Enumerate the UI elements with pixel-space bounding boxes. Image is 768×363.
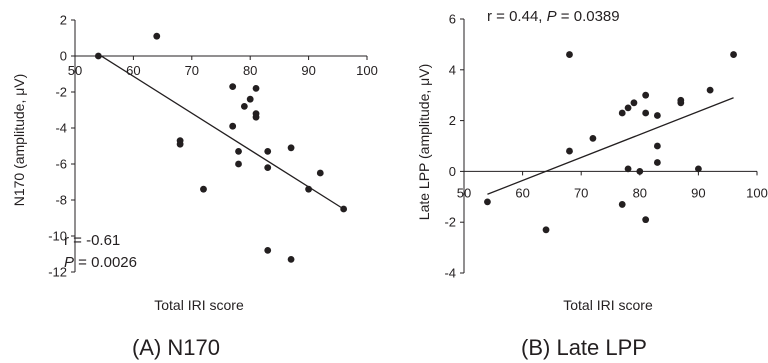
x-axis-label-a: Total IRI score bbox=[154, 297, 244, 313]
y-axis-label-a: N170 (amplitude, μV) bbox=[11, 74, 27, 207]
data-point bbox=[677, 96, 685, 104]
data-point bbox=[653, 142, 661, 150]
data-point bbox=[589, 134, 597, 142]
data-point bbox=[235, 148, 242, 155]
x-tick-label: 80 bbox=[243, 63, 257, 78]
data-point bbox=[252, 85, 260, 92]
data-point bbox=[340, 205, 348, 213]
caption-b: (B) Late LPP bbox=[521, 335, 647, 360]
data-point bbox=[642, 109, 650, 117]
data-point bbox=[264, 148, 272, 155]
y-tick-label: -4 bbox=[444, 266, 456, 281]
x-tick-label: 70 bbox=[185, 63, 199, 78]
data-point bbox=[630, 99, 638, 107]
data-point bbox=[287, 144, 295, 152]
y-tick-label: -12 bbox=[48, 265, 67, 280]
data-point bbox=[153, 32, 161, 40]
data-point bbox=[642, 91, 650, 99]
data-point bbox=[264, 164, 272, 172]
x-tick-label: 90 bbox=[691, 185, 705, 200]
data-point bbox=[695, 165, 702, 173]
data-point bbox=[653, 112, 661, 119]
x-tick-label: 100 bbox=[746, 185, 768, 200]
x-tick-label: 50 bbox=[457, 185, 471, 200]
x-tick-label: 90 bbox=[301, 63, 315, 78]
caption-a: (A) N170 bbox=[132, 335, 220, 360]
stat-r-b: r = 0.44, bbox=[487, 8, 547, 25]
y-tick-label: -2 bbox=[444, 215, 456, 230]
data-point bbox=[94, 52, 102, 60]
data-point bbox=[264, 247, 272, 254]
data-point bbox=[624, 165, 632, 173]
stat-p-label-b: P bbox=[547, 8, 557, 25]
trendline bbox=[98, 53, 344, 210]
x-tick-label: 50 bbox=[68, 63, 82, 78]
y-tick-label: -4 bbox=[55, 121, 67, 136]
trendline bbox=[487, 97, 734, 195]
stat-b: r = 0.44, P = 0.0389 bbox=[487, 8, 620, 25]
y-tick-label: -6 bbox=[55, 157, 67, 172]
x-tick-label: 100 bbox=[356, 63, 378, 78]
y-tick-label: -2 bbox=[55, 85, 67, 100]
y-tick-label: -10 bbox=[48, 229, 67, 244]
x-axis-label-b: Total IRI score bbox=[563, 297, 653, 313]
data-point bbox=[246, 95, 254, 103]
data-point bbox=[566, 51, 573, 58]
data-point bbox=[624, 104, 632, 112]
panel-a: N170 (amplitude, μV) Total IRI score (A)… bbox=[11, 13, 378, 361]
data-point bbox=[730, 51, 737, 58]
stat-p-value-a: = 0.0026 bbox=[74, 254, 137, 271]
data-point bbox=[235, 160, 242, 168]
data-point bbox=[305, 185, 312, 193]
data-point bbox=[252, 113, 260, 121]
data-point bbox=[287, 256, 295, 263]
data-point bbox=[653, 159, 661, 166]
data-point bbox=[642, 216, 650, 224]
stat-p-label-a: P bbox=[64, 254, 74, 271]
stat-r-a: r = -0.61 bbox=[64, 232, 120, 249]
x-tick-label: 60 bbox=[515, 185, 529, 200]
data-point bbox=[706, 86, 714, 94]
data-point bbox=[229, 83, 237, 90]
data-point bbox=[618, 109, 626, 117]
x-tick-label: 80 bbox=[633, 185, 647, 200]
y-tick-label: 2 bbox=[449, 113, 456, 128]
data-point bbox=[636, 168, 644, 175]
y-tick-label: -8 bbox=[55, 193, 67, 208]
data-point bbox=[176, 140, 184, 148]
stat-p-a: P = 0.0026 bbox=[64, 254, 137, 271]
data-point bbox=[229, 122, 237, 130]
data-point bbox=[566, 147, 573, 155]
x-tick-label: 70 bbox=[574, 185, 588, 200]
data-point bbox=[618, 201, 626, 208]
y-tick-label: 4 bbox=[449, 62, 456, 77]
y-tick-label: 6 bbox=[449, 12, 456, 27]
data-point bbox=[240, 103, 248, 110]
y-tick-label: 2 bbox=[60, 13, 67, 28]
data-point bbox=[200, 185, 207, 193]
y-tick-label: 0 bbox=[60, 49, 67, 64]
y-tick-label: 0 bbox=[449, 164, 456, 179]
panel-b: Late LPP (amplitude, μV) Total IRI score… bbox=[416, 8, 768, 360]
stat-p-value-b: = 0.0389 bbox=[557, 8, 620, 25]
data-point bbox=[316, 169, 324, 177]
data-point bbox=[484, 198, 491, 206]
data-point bbox=[542, 226, 550, 234]
y-axis-label-b: Late LPP (amplitude, μV) bbox=[416, 64, 432, 220]
